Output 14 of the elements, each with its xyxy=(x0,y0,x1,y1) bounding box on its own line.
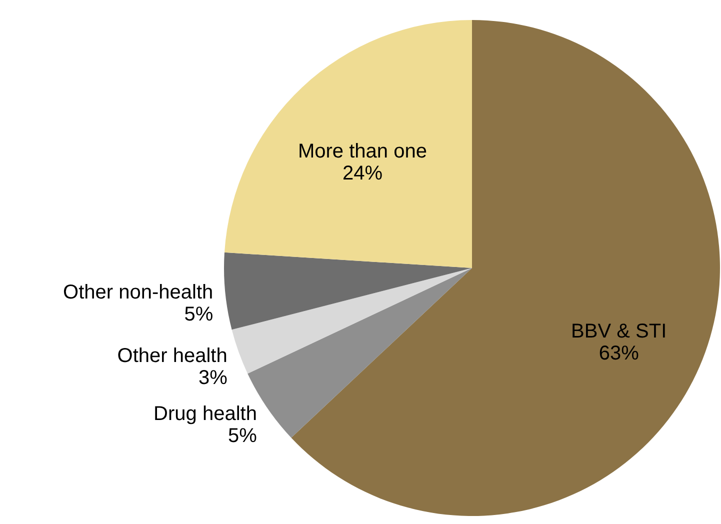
pie-slice xyxy=(224,20,472,268)
data-label: 24% xyxy=(342,162,383,184)
data-label: 63% xyxy=(598,342,640,365)
slice-label: Other health xyxy=(117,345,228,368)
data-label: 5% xyxy=(184,303,214,326)
pie-slice xyxy=(224,252,472,330)
slice-label: BBV & STI xyxy=(571,320,667,343)
data-label: 3% xyxy=(198,367,228,390)
pie-slice xyxy=(232,268,472,374)
slice-label: More than one xyxy=(298,140,427,162)
data-label: 5% xyxy=(228,425,258,448)
slice-label: Drug health xyxy=(154,403,257,426)
pie-slice xyxy=(291,20,720,516)
slice-label: Other non-health xyxy=(63,281,214,304)
